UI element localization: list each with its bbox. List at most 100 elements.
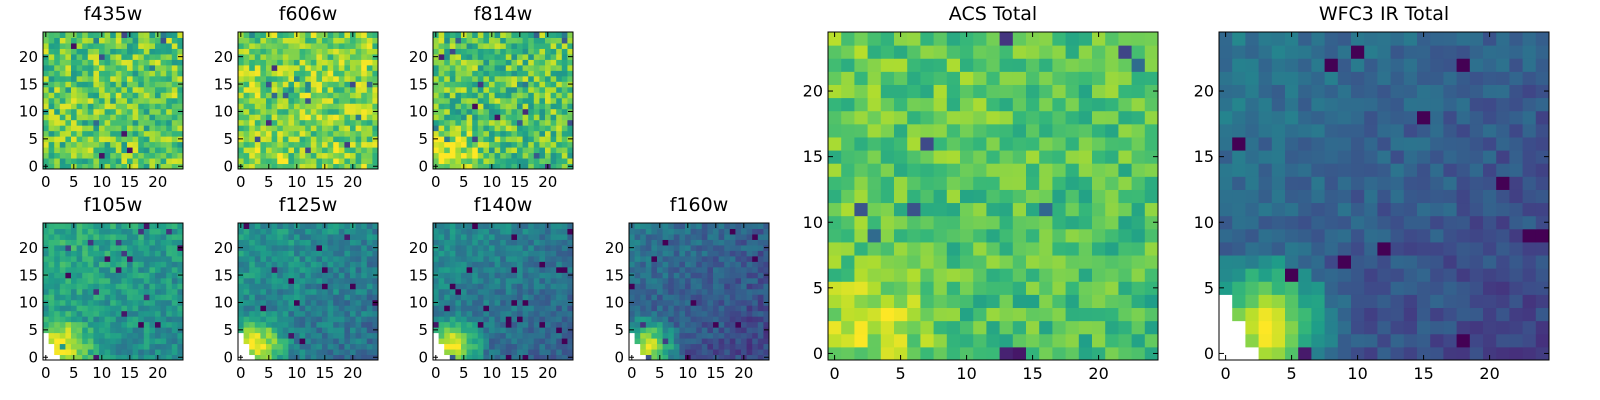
heatmap-cell: [355, 233, 362, 240]
x-tick-label: 10: [678, 364, 697, 382]
heatmap-cell: [48, 321, 55, 328]
heatmap-cell: [54, 327, 61, 334]
heatmap-cell: [338, 343, 345, 350]
heatmap-cell: [271, 305, 278, 312]
heatmap-cell: [645, 343, 652, 350]
heatmap-cell: [361, 86, 368, 93]
heatmap-cell: [299, 136, 306, 143]
heatmap-cell: [132, 64, 139, 71]
heatmap-cell: [238, 59, 245, 66]
heatmap-cell: [115, 239, 122, 246]
heatmap-cell: [132, 70, 139, 77]
heatmap-cell: [489, 108, 496, 115]
heatmap-cell: [310, 163, 317, 170]
heatmap-cell: [338, 103, 345, 110]
heatmap-cell: [71, 158, 78, 165]
heatmap-cell: [567, 233, 574, 240]
heatmap-cell: [567, 288, 574, 295]
heatmap-cell: [143, 294, 150, 301]
heatmap-cell: [266, 228, 273, 235]
heatmap-cell: [505, 32, 512, 38]
heatmap-cell: [511, 42, 518, 49]
heatmap-cell: [350, 158, 357, 165]
heatmap-cell: [121, 349, 128, 356]
heatmap-cell: [149, 119, 156, 126]
heatmap-cell: [494, 288, 501, 295]
heatmap-cell: [662, 233, 669, 240]
heatmap-cell: [48, 86, 55, 93]
heatmap-cell: [305, 103, 312, 110]
heatmap-cell: [550, 32, 557, 38]
heatmap-cell: [249, 283, 256, 290]
heatmap-cell: [366, 223, 373, 229]
heatmap-cell: [333, 277, 340, 284]
heatmap-cell: [121, 261, 128, 268]
heatmap-cell: [517, 141, 524, 148]
heatmap-cell: [946, 255, 961, 269]
heatmap-cell: [115, 255, 122, 262]
heatmap-cell: [93, 32, 100, 38]
heatmap-cell: [316, 305, 323, 312]
heatmap-cell: [361, 310, 368, 317]
heatmap-cell: [299, 103, 306, 110]
heatmap-cell: [634, 354, 641, 361]
heatmap-cell: [920, 176, 935, 190]
heatmap-cell: [155, 316, 162, 323]
heatmap-cell: [350, 75, 357, 82]
heatmap-cell: [907, 228, 921, 243]
heatmap-cell: [266, 53, 273, 60]
heatmap-cell: [673, 310, 680, 317]
heatmap-cell: [294, 81, 301, 88]
heatmap-cell: [505, 125, 512, 132]
heatmap-cell: [455, 354, 462, 361]
heatmap-cell: [333, 136, 340, 143]
heatmap-cell: [110, 125, 117, 132]
heatmap-cell: [449, 250, 456, 257]
heatmap-cell: [673, 349, 680, 356]
heatmap-cell: [104, 92, 111, 99]
heatmap-cell: [82, 349, 89, 356]
heatmap-cell: [254, 332, 261, 339]
heatmap-cell: [288, 75, 295, 82]
heatmap-cell: [177, 349, 184, 356]
y-tick-label: 5: [28, 321, 38, 339]
heatmap-cell: [71, 92, 78, 99]
heatmap-cell: [472, 277, 479, 284]
heatmap-cell: [366, 125, 373, 132]
heatmap-cell: [724, 299, 731, 306]
heatmap-cell: [76, 354, 83, 361]
heatmap-cell: [545, 310, 552, 317]
heatmap-cell: [472, 338, 479, 345]
heatmap-cell: [483, 305, 490, 312]
heatmap-cell: [651, 244, 658, 251]
heatmap-cell: [71, 266, 78, 273]
heatmap-cell: [741, 244, 748, 251]
heatmap-cell: [657, 250, 664, 257]
heatmap-cell: [243, 316, 250, 323]
panel-f125w: f125w 0 5 10 15 20 0 5 10 15 20: [214, 194, 379, 382]
y-tick-label: 10: [409, 294, 428, 312]
heatmap-cell: [528, 305, 535, 312]
heatmap-cell: [171, 158, 178, 165]
heatmap-cell: [366, 53, 373, 60]
heatmap-cell: [155, 327, 162, 334]
heatmap-cell: [556, 327, 563, 334]
heatmap-cell: [310, 130, 317, 137]
heatmap-cell: [288, 239, 295, 246]
heatmap-cell: [763, 255, 770, 262]
heatmap-cell: [933, 333, 948, 348]
heatmap-cell: [539, 239, 546, 246]
heatmap-cell: [288, 158, 295, 165]
heatmap-cell: [528, 136, 535, 143]
heatmap-cell: [662, 277, 669, 284]
heatmap-cell: [138, 354, 145, 361]
heatmap-cell: [561, 223, 568, 229]
heatmap-cell: [634, 338, 641, 345]
heatmap-cell: [355, 103, 362, 110]
heatmap-cell: [238, 310, 245, 317]
heatmap-cell: [517, 244, 524, 251]
heatmap-cell: [310, 141, 317, 148]
heatmap-cell: [477, 114, 484, 121]
heatmap-cell: [350, 305, 357, 312]
